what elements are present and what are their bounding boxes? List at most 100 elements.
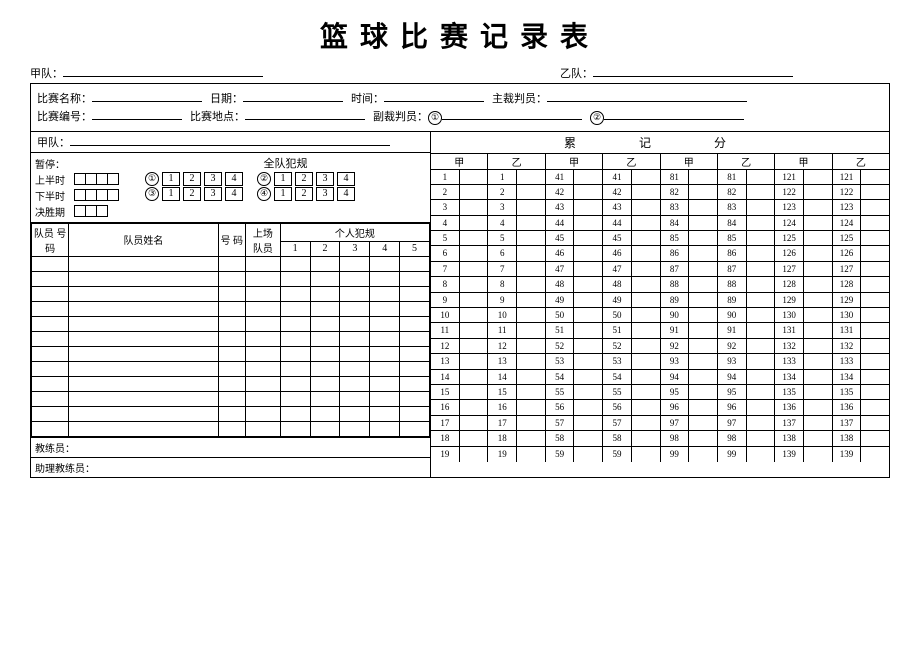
score-row[interactable]: 1616 xyxy=(431,400,545,415)
score-row[interactable]: 9393 xyxy=(661,354,775,369)
score-row[interactable]: 8282 xyxy=(661,185,775,200)
score-row[interactable]: 1414 xyxy=(431,370,545,385)
roster-row[interactable] xyxy=(32,256,430,271)
score-row[interactable]: 11 xyxy=(431,170,545,185)
foul-box[interactable]: 4 xyxy=(225,187,243,201)
roster-row[interactable] xyxy=(32,316,430,331)
score-row[interactable]: 5050 xyxy=(546,308,660,323)
score-row[interactable]: 9494 xyxy=(661,370,775,385)
score-row[interactable]: 4343 xyxy=(546,200,660,215)
score-row[interactable]: 4747 xyxy=(546,262,660,277)
score-row[interactable]: 124124 xyxy=(775,216,889,231)
score-row[interactable]: 9090 xyxy=(661,308,775,323)
score-row[interactable]: 8989 xyxy=(661,293,775,308)
score-row[interactable]: 130130 xyxy=(775,308,889,323)
score-row[interactable]: 4545 xyxy=(546,231,660,246)
roster-row[interactable] xyxy=(32,331,430,346)
score-row[interactable]: 139139 xyxy=(775,447,889,462)
score-row[interactable]: 134134 xyxy=(775,370,889,385)
foul-box[interactable]: 4 xyxy=(337,172,355,186)
score-row[interactable]: 9595 xyxy=(661,385,775,400)
score-row[interactable]: 99 xyxy=(431,293,545,308)
roster-row[interactable] xyxy=(32,286,430,301)
score-row[interactable]: 77 xyxy=(431,262,545,277)
foul-box[interactable]: 1 xyxy=(274,172,292,186)
foul-box[interactable]: 2 xyxy=(183,187,201,201)
foul-box[interactable]: 1 xyxy=(274,187,292,201)
roster-row[interactable] xyxy=(32,346,430,361)
score-row[interactable]: 88 xyxy=(431,277,545,292)
foul-box[interactable]: 1 xyxy=(162,187,180,201)
roster-row[interactable] xyxy=(32,391,430,406)
score-row[interactable]: 5959 xyxy=(546,447,660,462)
score-row[interactable]: 5151 xyxy=(546,323,660,338)
score-row[interactable]: 122122 xyxy=(775,185,889,200)
score-row[interactable]: 4949 xyxy=(546,293,660,308)
foul-box[interactable]: 2 xyxy=(183,172,201,186)
score-row[interactable]: 5353 xyxy=(546,354,660,369)
score-row[interactable]: 9898 xyxy=(661,431,775,446)
score-row[interactable]: 8585 xyxy=(661,231,775,246)
score-row[interactable]: 8888 xyxy=(661,277,775,292)
score-row[interactable]: 129129 xyxy=(775,293,889,308)
score-row[interactable]: 4141 xyxy=(546,170,660,185)
score-row[interactable]: 4848 xyxy=(546,277,660,292)
roster-row[interactable] xyxy=(32,406,430,421)
score-row[interactable]: 9292 xyxy=(661,339,775,354)
score-row[interactable]: 4444 xyxy=(546,216,660,231)
foul-box[interactable]: 4 xyxy=(225,172,243,186)
team-b-line[interactable] xyxy=(593,63,793,77)
score-row[interactable]: 1818 xyxy=(431,431,545,446)
score-row[interactable]: 9696 xyxy=(661,400,775,415)
score-row[interactable]: 4646 xyxy=(546,246,660,261)
score-row[interactable]: 8787 xyxy=(661,262,775,277)
roster-row[interactable] xyxy=(32,271,430,286)
score-row[interactable]: 8686 xyxy=(661,246,775,261)
roster-row[interactable] xyxy=(32,361,430,376)
score-row[interactable]: 138138 xyxy=(775,431,889,446)
score-row[interactable]: 44 xyxy=(431,216,545,231)
score-row[interactable]: 55 xyxy=(431,231,545,246)
score-row[interactable]: 33 xyxy=(431,200,545,215)
score-row[interactable]: 4242 xyxy=(546,185,660,200)
score-row[interactable]: 8383 xyxy=(661,200,775,215)
score-row[interactable]: 1010 xyxy=(431,308,545,323)
score-row[interactable]: 135135 xyxy=(775,385,889,400)
team-a-head-field[interactable] xyxy=(70,134,390,146)
roster-row[interactable] xyxy=(32,376,430,391)
score-row[interactable]: 66 xyxy=(431,246,545,261)
score-row[interactable]: 5757 xyxy=(546,416,660,431)
score-row[interactable]: 9797 xyxy=(661,416,775,431)
to-box[interactable] xyxy=(107,173,119,185)
score-row[interactable]: 5252 xyxy=(546,339,660,354)
foul-box[interactable]: 3 xyxy=(204,172,222,186)
match-no-field[interactable] xyxy=(92,108,182,120)
score-row[interactable]: 5454 xyxy=(546,370,660,385)
foul-box[interactable]: 4 xyxy=(337,187,355,201)
foul-box[interactable]: 1 xyxy=(162,172,180,186)
ref1-field[interactable] xyxy=(442,108,582,120)
venue-field[interactable] xyxy=(245,108,365,120)
score-row[interactable]: 1313 xyxy=(431,354,545,369)
chief-ref-field[interactable] xyxy=(547,90,747,102)
score-row[interactable]: 132132 xyxy=(775,339,889,354)
match-name-field[interactable] xyxy=(92,90,202,102)
time-field[interactable] xyxy=(384,90,484,102)
score-row[interactable]: 128128 xyxy=(775,277,889,292)
team-a-line[interactable] xyxy=(63,63,263,77)
score-row[interactable]: 8181 xyxy=(661,170,775,185)
foul-box[interactable]: 2 xyxy=(295,172,313,186)
score-row[interactable]: 8484 xyxy=(661,216,775,231)
score-row[interactable]: 125125 xyxy=(775,231,889,246)
score-row[interactable]: 1212 xyxy=(431,339,545,354)
foul-box[interactable]: 3 xyxy=(316,172,334,186)
score-row[interactable]: 123123 xyxy=(775,200,889,215)
to-box[interactable] xyxy=(107,189,119,201)
score-row[interactable]: 5555 xyxy=(546,385,660,400)
score-row[interactable]: 133133 xyxy=(775,354,889,369)
score-row[interactable]: 127127 xyxy=(775,262,889,277)
score-row[interactable]: 1717 xyxy=(431,416,545,431)
score-row[interactable]: 126126 xyxy=(775,246,889,261)
foul-box[interactable]: 2 xyxy=(295,187,313,201)
score-row[interactable]: 9191 xyxy=(661,323,775,338)
